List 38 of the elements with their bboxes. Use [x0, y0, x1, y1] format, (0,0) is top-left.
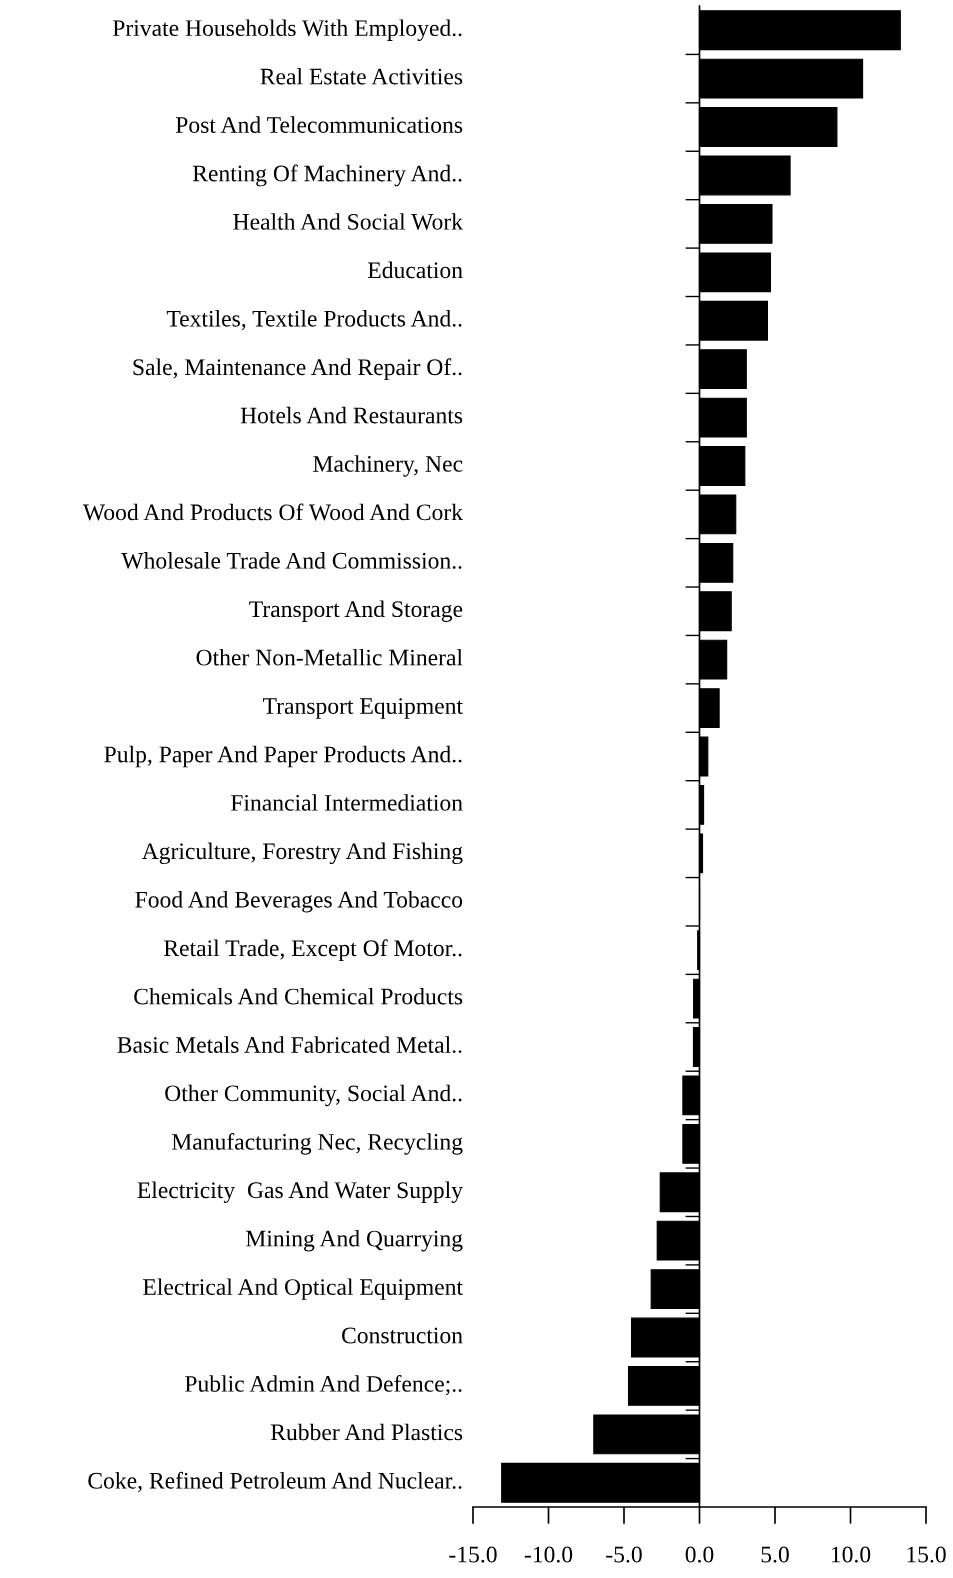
y-tick-label: Post And Telecommunications — [175, 116, 463, 133]
x-tick-label: 10.0 — [831, 1546, 871, 1563]
y-tick-label: Wood And Products Of Wood And Cork — [82, 503, 464, 521]
y-tick-label: Renting Of Machinery And.. — [192, 164, 462, 187]
y-tick-label: Sale, Maintenance And Repair Of.. — [133, 358, 462, 380]
x-tick-label: 5.0 — [761, 1546, 789, 1563]
y-tick-label: Chemicals And Chemical Products — [134, 987, 463, 1005]
y-tick-label: Mining And Quarrying — [245, 1229, 463, 1252]
y-tick-label: Manufacturing Nec, Recycling — [171, 1132, 463, 1155]
y-tick-label: Basic Metals And Fabricated Metal.. — [117, 1036, 462, 1054]
y-tick-label: Retail Trade, Except Of Motor.. — [164, 939, 462, 961]
x-tick-label: 0.0 — [685, 1546, 714, 1563]
y-tick-label: Financial Intermediation — [230, 794, 463, 811]
y-tick-label: Hotels And Restaurants — [240, 406, 463, 424]
y-tick-label: Construction — [342, 1327, 463, 1344]
y-tick-label: Public Admin And Defence;.. — [185, 1375, 462, 1396]
y-tick-label: Transport Equipment — [262, 698, 463, 719]
x-tick-label: 15.0 — [907, 1546, 946, 1563]
y-tick-label: Textiles, Textile Products And.. — [166, 310, 462, 331]
y-tick-label: Electrical And Optical Equipment — [143, 1278, 463, 1300]
y-tick-label: Food And Beverages And Tobacco — [135, 891, 463, 913]
y-tick-label: Electricity Gas And Water Supply — [137, 1181, 463, 1204]
y-tick-label: Education — [367, 261, 463, 279]
y-tick-label: Real Estate Activities — [260, 67, 463, 85]
y-tick-label: Transport And Storage — [249, 600, 463, 622]
y-tick-label: Coke, Refined Petroleum And Nuclear.. — [88, 1471, 462, 1493]
y-tick-label: Agriculture, Forestry And Fishing — [141, 842, 463, 865]
y-tick-label: Pulp, Paper And Paper Products And.. — [104, 745, 462, 768]
x-tick-label: -5.0 — [606, 1546, 642, 1563]
y-tick-label: Other Community, Social And.. — [165, 1084, 462, 1107]
y-tick-label: Rubber And Plastics — [270, 1423, 463, 1441]
y-tick-label: Wholesale Trade And Commission.. — [121, 552, 462, 569]
y-tick-label: Private Households With Employed.. — [112, 19, 462, 41]
y-tick-label: Health And Social Work — [233, 213, 464, 230]
y-tick-label: Machinery, Nec — [313, 455, 463, 477]
y-tick-label: Other Non-Metallic Mineral — [196, 648, 463, 666]
x-tick-label: -10.0 — [524, 1546, 573, 1563]
x-tick-label: -15.0 — [449, 1546, 497, 1563]
